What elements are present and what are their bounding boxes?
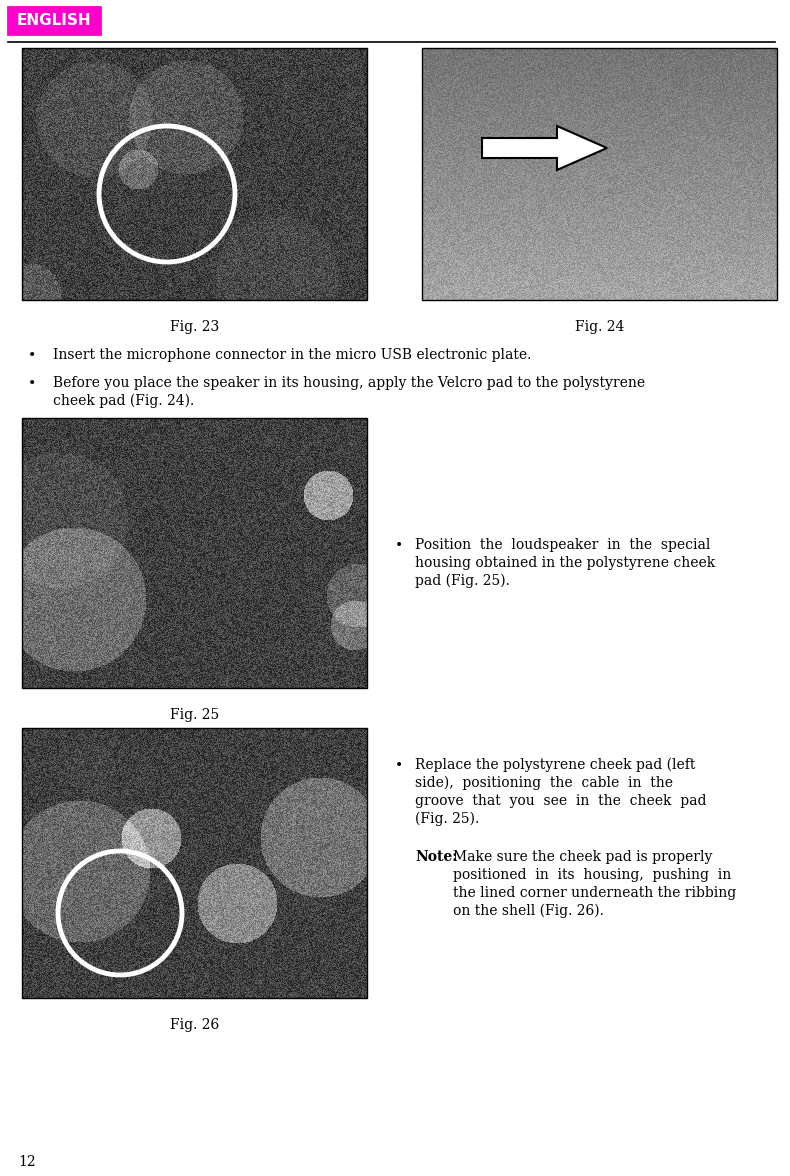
Text: ENGLISH: ENGLISH [17, 13, 92, 28]
Text: •: • [28, 376, 36, 390]
Text: •: • [395, 537, 403, 552]
Text: pad (Fig. 25).: pad (Fig. 25). [415, 574, 510, 588]
Text: 12: 12 [18, 1155, 36, 1169]
Text: (Fig. 25).: (Fig. 25). [415, 811, 480, 827]
Bar [8, 7, 100, 34]
Text: housing obtained in the polystyrene cheek: housing obtained in the polystyrene chee… [415, 556, 715, 570]
Text: •: • [395, 759, 403, 771]
Text: positioned  in  its  housing,  pushing  in: positioned in its housing, pushing in [453, 868, 732, 882]
Text: side),  positioning  the  cable  in  the: side), positioning the cable in the [415, 776, 673, 790]
Bar [22, 417, 367, 688]
Text: •: • [28, 348, 36, 362]
Text: Fig. 23: Fig. 23 [170, 320, 219, 334]
Text: the lined corner underneath the ribbing: the lined corner underneath the ribbing [453, 886, 736, 900]
Bar [22, 728, 367, 998]
Text: Fig. 26: Fig. 26 [170, 1018, 219, 1033]
Text: Before you place the speaker in its housing, apply the Velcro pad to the polysty: Before you place the speaker in its hous… [53, 376, 645, 390]
Bar [422, 48, 777, 300]
Text: cheek pad (Fig. 24).: cheek pad (Fig. 24). [53, 394, 194, 408]
Text: Note:: Note: [415, 850, 457, 864]
Text: Insert the microphone connector in the micro USB electronic plate.: Insert the microphone connector in the m… [53, 348, 532, 362]
Text: Position  the  loudspeaker  in  the  special: Position the loudspeaker in the special [415, 537, 710, 552]
Text: Replace the polystyrene cheek pad (left: Replace the polystyrene cheek pad (left [415, 759, 695, 773]
Text: Fig. 24: Fig. 24 [575, 320, 624, 334]
Text: Fig. 25: Fig. 25 [170, 708, 219, 722]
Text: Make sure the cheek pad is properly: Make sure the cheek pad is properly [453, 850, 713, 864]
Polygon shape [482, 126, 607, 171]
Bar [22, 48, 367, 300]
Text: groove  that  you  see  in  the  cheek  pad: groove that you see in the cheek pad [415, 794, 706, 808]
Text: on the shell (Fig. 26).: on the shell (Fig. 26). [453, 904, 604, 918]
